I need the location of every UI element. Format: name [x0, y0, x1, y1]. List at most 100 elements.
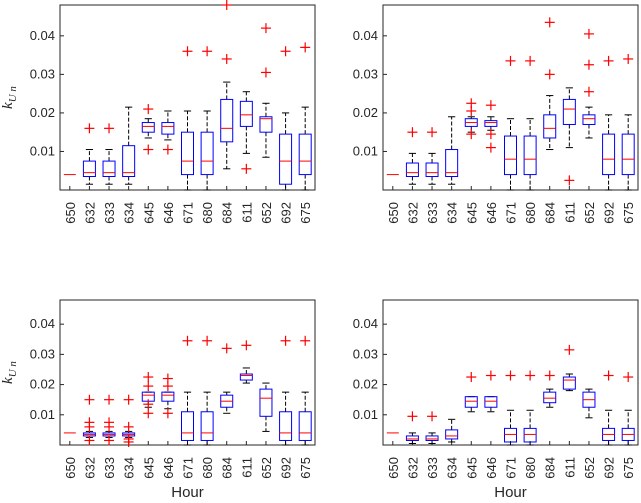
x-tick-label: 611 [239, 202, 254, 223]
box-group [484, 100, 498, 153]
y-axis-label: kU n [0, 361, 19, 384]
x-tick-label: 675 [298, 457, 313, 479]
chart-panel-1: 0.01 0.02 0.03 0.04 650 632 633 634 645 646 671 680… [0, 0, 316, 224]
box [504, 427, 517, 443]
x-tick-label: 633 [102, 457, 117, 479]
outlier-marker [162, 408, 173, 419]
y-tick-label: 0.01 [353, 407, 378, 422]
outlier-marker [202, 46, 213, 57]
box [141, 122, 155, 133]
x-tick-label: 646 [161, 202, 176, 224]
outlier-marker [505, 55, 516, 66]
box [484, 120, 498, 127]
x-axis-label: Hour [171, 484, 204, 501]
box-group [523, 55, 537, 191]
outlier-marker [280, 335, 291, 346]
outlier-marker [544, 370, 555, 381]
x-tick-label: 675 [298, 202, 313, 224]
box [82, 160, 96, 178]
outlier-marker [241, 340, 252, 351]
x-tick-label: 650 [63, 457, 78, 479]
box-group [259, 382, 273, 432]
x-tick-label: 652 [259, 457, 274, 479]
x-tick-label: 684 [543, 202, 558, 224]
axes-frame [382, 4, 639, 191]
y-tick-label: 0.03 [30, 66, 55, 81]
box-group [298, 335, 312, 446]
box [279, 411, 293, 441]
x-tick-label: 634 [445, 202, 460, 224]
box-group [181, 335, 194, 446]
box-group [405, 411, 419, 444]
x-tick-label: 634 [122, 202, 137, 224]
y-tick-label: 0.01 [30, 143, 55, 158]
x-tick-label: 692 [279, 457, 294, 479]
box-group [425, 411, 439, 444]
x-tick-label: 650 [386, 457, 401, 479]
box-group [279, 46, 293, 191]
outlier-marker [583, 86, 594, 97]
outlier-marker [143, 372, 154, 383]
x-tick-label: 692 [602, 457, 617, 479]
axes-frame [59, 4, 316, 191]
outlier-marker [407, 411, 418, 422]
outlier-marker [260, 23, 271, 34]
y-tick-label: 0.02 [353, 377, 378, 392]
outlier-marker [544, 69, 555, 80]
box-group [562, 87, 576, 186]
box [582, 114, 596, 125]
box-group [464, 98, 478, 140]
box-group [82, 123, 96, 185]
box-group [161, 373, 175, 419]
box [298, 133, 312, 176]
box-group [405, 127, 419, 185]
box [239, 100, 253, 127]
x-tick-label: 632 [405, 202, 420, 224]
box [259, 116, 273, 133]
x-tick-label: 692 [279, 202, 294, 224]
box-group [200, 335, 214, 446]
y-tick-label: 0.04 [353, 28, 378, 43]
box-group [298, 42, 312, 191]
outlier-marker [104, 123, 115, 134]
box [445, 429, 459, 440]
outlier-marker [623, 53, 634, 64]
outlier-marker [544, 17, 555, 28]
box [562, 98, 576, 125]
x-tick-label: 675 [621, 202, 636, 224]
outlier-marker [603, 370, 614, 381]
x-tick-label: 646 [161, 457, 176, 479]
outlier-marker [221, 343, 232, 354]
x-tick-label: 645 [141, 457, 156, 479]
y-tick-label: 0.02 [30, 377, 55, 392]
outlier-marker [104, 421, 115, 432]
outlier-marker [143, 399, 154, 410]
x-tick-label: 650 [386, 202, 401, 224]
outlier-marker [221, 0, 232, 10]
y-axis-label-subscript: U n [7, 361, 19, 378]
outlier-marker [162, 381, 173, 392]
box [161, 391, 175, 402]
box [298, 411, 312, 441]
box [523, 427, 537, 443]
x-tick-label: 646 [484, 457, 499, 479]
y-tick-label: 0.04 [30, 316, 55, 331]
x-tick-label: 634 [122, 457, 137, 479]
x-tick-label: 671 [504, 202, 519, 224]
outlier-marker [485, 100, 496, 111]
box [161, 122, 175, 135]
box [405, 162, 419, 178]
x-tick-label: 680 [200, 457, 215, 479]
outlier-marker [241, 163, 252, 174]
x-tick-label: 671 [181, 457, 196, 479]
outlier-marker [485, 129, 496, 140]
box-group [602, 55, 616, 191]
box-group [259, 23, 273, 158]
box-group [621, 372, 635, 446]
y-tick-label: 0.03 [353, 66, 378, 81]
box-group [543, 17, 557, 151]
outlier-marker [466, 372, 477, 383]
x-tick-label: 684 [220, 202, 235, 224]
y-tick-label: 0.02 [30, 105, 55, 120]
